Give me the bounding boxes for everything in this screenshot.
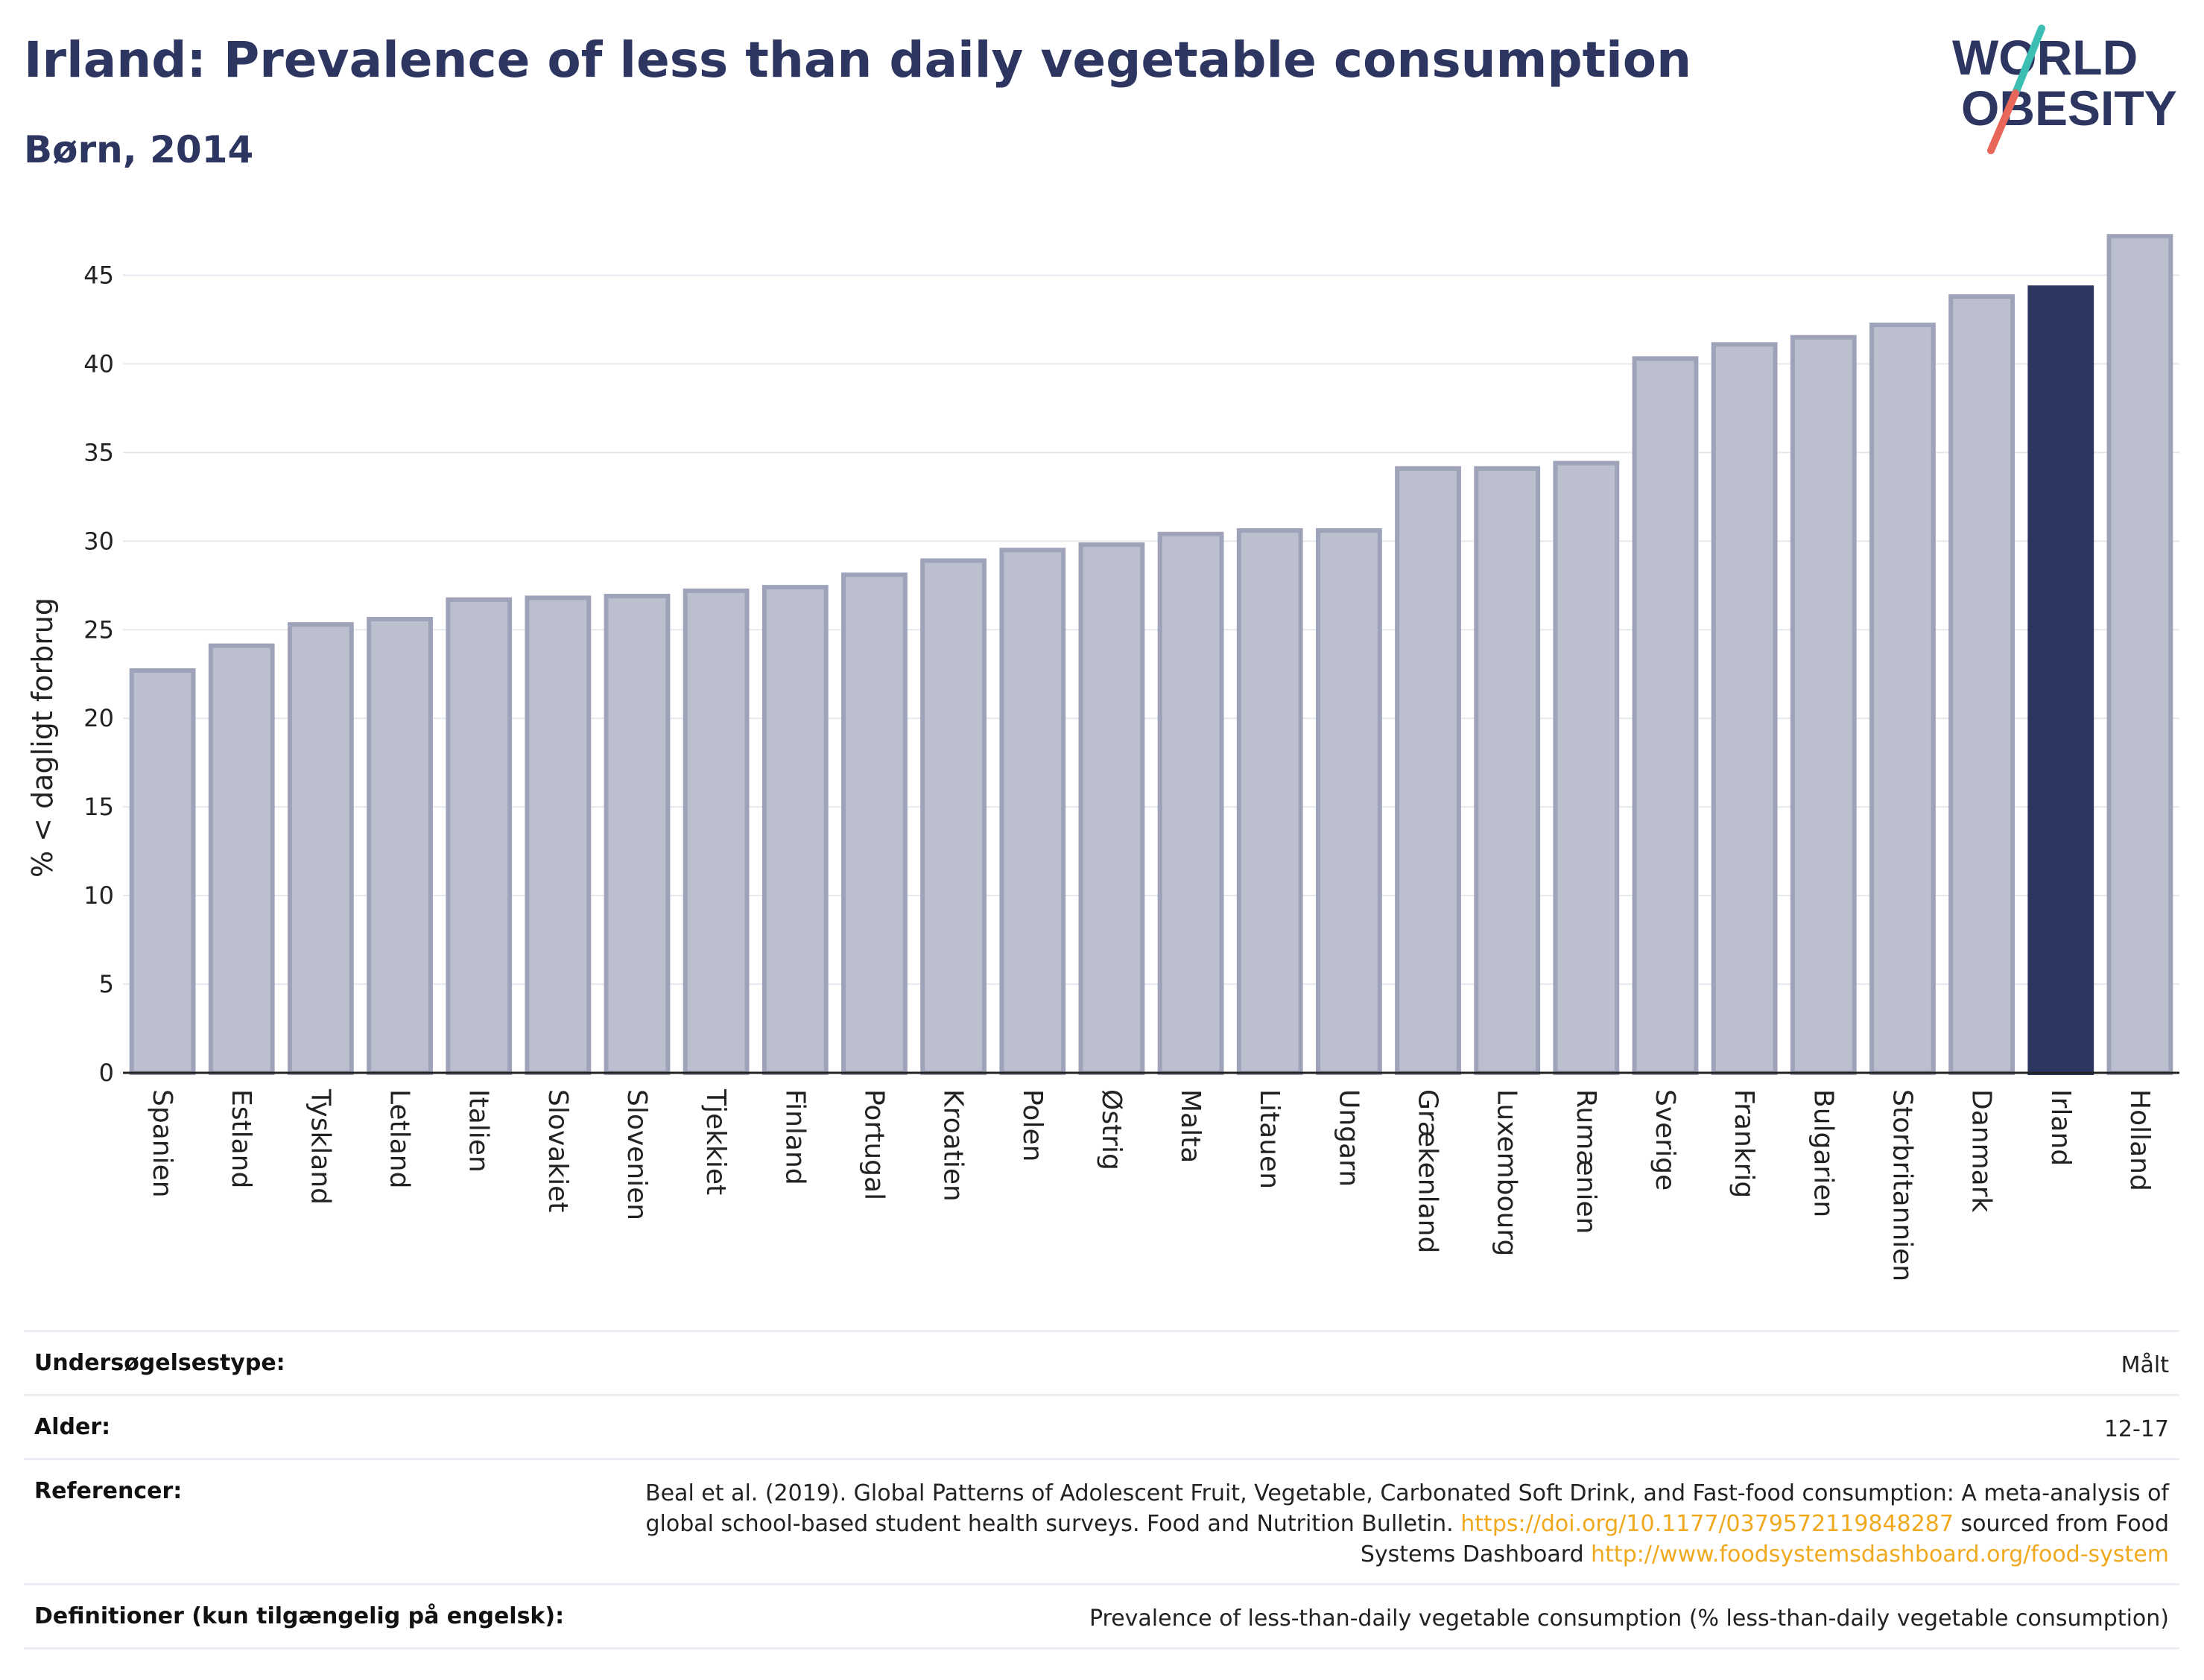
- bar-rumænien: [1553, 460, 1620, 1075]
- bar-slovenien: [604, 594, 671, 1075]
- bar-luxembourg: [1474, 466, 1541, 1075]
- x-tick-label: Rumænien: [1571, 1089, 1601, 1234]
- x-tick-label: Tyskland: [305, 1088, 335, 1205]
- x-tick-label: Sverige: [1650, 1089, 1680, 1191]
- y-tick-label: 45: [83, 261, 114, 289]
- food-systems-link[interactable]: http://www.foodsystemsdashboard.org/food…: [1591, 1541, 2169, 1568]
- bar-letland: [367, 616, 433, 1075]
- bar-sverige: [1632, 356, 1699, 1075]
- x-tick-label: Slovakiet: [542, 1089, 573, 1212]
- x-tick-label: Kroatien: [938, 1089, 969, 1202]
- x-tick-label: Grækenland: [1413, 1089, 1443, 1253]
- y-tick-label: 15: [83, 793, 114, 821]
- x-tick-label: Polen: [1017, 1089, 1048, 1161]
- bar-tyskland: [287, 622, 354, 1075]
- bar-ungarn: [1315, 528, 1382, 1075]
- info-value: Beal et al. (2019). Global Patterns of A…: [589, 1478, 2169, 1570]
- reference-text: Beal et al. (2019). Global Patterns of A…: [645, 1480, 2169, 1537]
- info-value: Målt: [2121, 1352, 2169, 1378]
- logo-coral-slash: [1987, 89, 2019, 154]
- y-tick-label: 35: [83, 438, 114, 466]
- bar-frankrig: [1711, 342, 1778, 1075]
- logo-teal-slash: [2012, 25, 2045, 97]
- info-value: Prevalence of less-than-daily vegetable …: [1089, 1605, 2169, 1632]
- info-row-age: Alder: 12-17: [24, 1394, 2179, 1458]
- x-tick-label: Spanien: [147, 1089, 177, 1198]
- x-tick-label: Estland: [226, 1089, 256, 1188]
- y-tick-label: 25: [83, 615, 114, 644]
- bar-estland: [208, 643, 275, 1075]
- info-row-references: Referencer: Beal et al. (2019). Global P…: [24, 1458, 2179, 1583]
- logo-line2: OBESITY: [1961, 80, 2177, 136]
- x-tick-label: Portugal: [858, 1089, 889, 1200]
- x-tick-label: Bulgarien: [1808, 1089, 1838, 1217]
- y-tick-label: 30: [83, 527, 114, 555]
- x-tick-label: Danmark: [1966, 1089, 1997, 1213]
- x-tick-label: Malta: [1175, 1089, 1206, 1163]
- x-tick-label: Luxembourg: [1492, 1089, 1522, 1256]
- bar-bulgarien: [1790, 335, 1857, 1076]
- chart-subtitle: Børn, 2014: [24, 128, 254, 171]
- x-tick-label: Italien: [463, 1089, 494, 1173]
- x-tick-label: Irland: [2045, 1089, 2076, 1166]
- info-label: Referencer:: [34, 1478, 183, 1504]
- x-tick-label: Storbritannien: [1887, 1089, 1917, 1281]
- bar-irland: [2027, 285, 2094, 1075]
- bars: [129, 234, 2173, 1076]
- bar-tjekkiet: [683, 588, 750, 1075]
- info-table: Undersøgelsestype: Målt Alder: 12-17 Ref…: [24, 1330, 2179, 1649]
- info-label: Undersøgelsestype:: [34, 1350, 285, 1376]
- x-tick-label: Litauen: [1254, 1089, 1285, 1189]
- bar-grækenland: [1395, 466, 1461, 1075]
- bar-italien: [446, 597, 513, 1075]
- info-row-survey-type: Undersøgelsestype: Målt: [24, 1330, 2179, 1394]
- logo-line1: WORLD: [1952, 30, 2138, 85]
- bar-finland: [761, 585, 829, 1075]
- x-tick-label: Slovenien: [621, 1089, 652, 1220]
- y-tick-label: 10: [83, 881, 114, 910]
- bar-storbritannien: [1869, 323, 1936, 1075]
- bar-slovakiet: [525, 595, 592, 1075]
- x-tick-label: Ungarn: [1333, 1089, 1364, 1187]
- x-tick-label: Letland: [384, 1089, 415, 1188]
- info-label: Definitioner (kun tilgængelig på engelsk…: [34, 1603, 565, 1629]
- bar-danmark: [1948, 294, 2015, 1076]
- y-tick-label: 40: [83, 349, 114, 378]
- reference-source-text: sourced from Food Systems Dashboard: [1360, 1511, 2169, 1568]
- x-tick-label: Tjekkiet: [700, 1088, 731, 1195]
- bar-spanien: [129, 668, 196, 1075]
- y-axis-label: % < dagligt forbrug: [26, 597, 59, 878]
- info-row-definitions: Definitioner (kun tilgængelig på engelsk…: [24, 1583, 2179, 1649]
- y-tick-label: 5: [99, 970, 114, 998]
- x-tick-label: Østrig: [1096, 1089, 1127, 1170]
- bar-østrig: [1078, 542, 1145, 1075]
- bar-chart: 0 5 10 15 20 25 30 35 40 45 Spanien Estland Tyskland…: [26, 234, 2179, 1281]
- chart-title: Irland: Prevalence of less than daily ve…: [24, 31, 1692, 89]
- axes: 0 5 10 15 20 25 30 35 40 45 Spanien Estland Tyskland…: [83, 261, 2179, 1281]
- bar-holland: [2106, 234, 2173, 1075]
- doi-link[interactable]: https://doi.org/10.1177/0379572119848287: [1460, 1511, 1954, 1537]
- info-label: Alder:: [34, 1414, 111, 1440]
- x-tick-label: Frankrig: [1729, 1089, 1759, 1198]
- x-tick-label: Holland: [2124, 1089, 2155, 1191]
- bar-litauen: [1236, 528, 1303, 1075]
- info-value: 12-17: [2103, 1416, 2169, 1442]
- y-tick-label: 0: [99, 1059, 114, 1087]
- bar-malta: [1157, 531, 1224, 1075]
- bar-kroatien: [920, 558, 987, 1075]
- world-obesity-logo: WORLD OBESITY: [1952, 25, 2177, 154]
- bar-portugal: [841, 572, 908, 1075]
- bar-polen: [999, 548, 1066, 1075]
- y-tick-label: 20: [83, 704, 114, 732]
- x-tick-label: Finland: [779, 1089, 810, 1185]
